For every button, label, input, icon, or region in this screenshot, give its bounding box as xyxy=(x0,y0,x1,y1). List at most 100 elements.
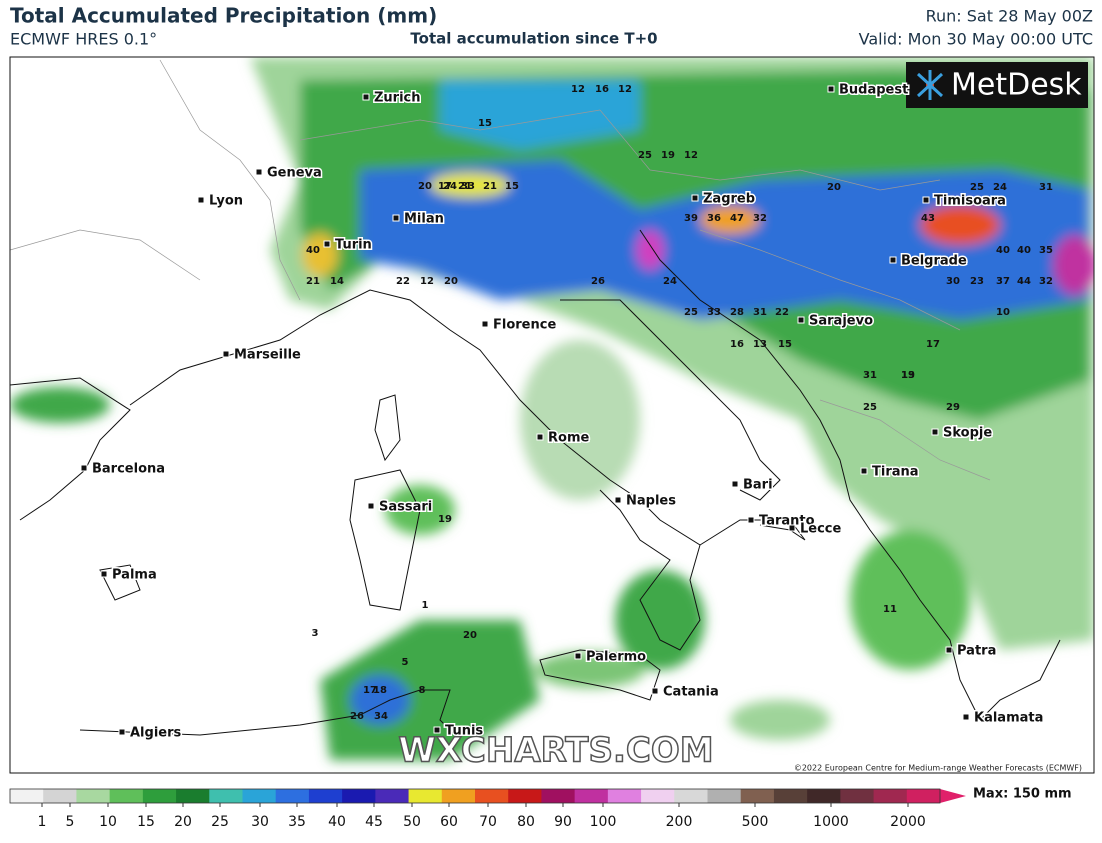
colorbar-segment xyxy=(541,789,576,803)
city-marker xyxy=(691,194,699,202)
point-value: 22 xyxy=(396,276,410,287)
city-marker xyxy=(797,316,805,324)
colorbar-segment xyxy=(242,789,277,803)
colorbar-tick-label: 25 xyxy=(211,814,229,830)
colorbar-tick-label: 1 xyxy=(38,814,47,830)
brand-logo xyxy=(916,70,944,100)
point-value: 13 xyxy=(753,339,767,350)
city-name: Catania xyxy=(663,685,719,700)
point-value: 19 xyxy=(661,150,675,161)
colorbar-segment xyxy=(342,789,376,803)
map-title: Total Accumulated Precipitation (mm) xyxy=(10,4,437,28)
point-value: 3 xyxy=(312,628,319,639)
city-name: Geneva xyxy=(267,166,322,181)
city-marker xyxy=(536,433,544,441)
point-value: 26 xyxy=(591,276,605,287)
colorbar-segment xyxy=(807,789,841,803)
point-value: 35 xyxy=(1039,245,1053,256)
point-value: 40 xyxy=(996,245,1010,256)
colorbar-segment xyxy=(209,789,243,803)
city-name: Patra xyxy=(957,644,996,659)
point-value: 15 xyxy=(505,181,519,192)
point-value: 12 xyxy=(618,84,632,95)
colorbar-segment xyxy=(408,789,443,803)
colorbar-segment xyxy=(275,789,310,803)
point-value: 16 xyxy=(730,339,744,350)
city-marker xyxy=(962,713,970,721)
colorbar-segment xyxy=(607,789,642,803)
colorbar-segment xyxy=(840,789,875,803)
city-marker xyxy=(574,652,582,660)
city-name: Taranto xyxy=(759,514,815,529)
colorbar-tick-label: 100 xyxy=(590,814,617,830)
city-marker xyxy=(80,464,88,472)
city-name: Belgrade xyxy=(901,254,967,269)
city-name: Timisoara xyxy=(934,194,1006,209)
colorbar-tick-label: 200 xyxy=(666,814,693,830)
brand-box xyxy=(906,62,1088,108)
colorbar-segment xyxy=(176,789,210,803)
colorbar-tick-label: 500 xyxy=(742,814,769,830)
colorbar-segment xyxy=(574,789,609,803)
point-value: 20 xyxy=(418,181,432,192)
point-value: 40 xyxy=(306,245,320,256)
point-value: 20 xyxy=(463,630,477,641)
city-name: Algiers xyxy=(130,726,182,741)
point-value: 15 xyxy=(778,339,792,350)
colorbar-segment xyxy=(109,789,144,803)
point-value: 36 xyxy=(707,213,721,224)
city-marker xyxy=(481,320,489,328)
colorbar-tick-label: 10 xyxy=(99,814,117,830)
precipitation-field xyxy=(10,57,1094,760)
city-name: Palermo xyxy=(586,650,646,665)
city-marker xyxy=(118,728,126,736)
city-marker xyxy=(392,214,400,222)
point-value: 25 xyxy=(684,307,698,318)
city-name: Skopje xyxy=(943,426,992,441)
brand-name: MetDesk xyxy=(951,68,1082,103)
city-marker xyxy=(731,480,739,488)
colorbar-tick-label: 35 xyxy=(288,814,306,830)
point-value: 33 xyxy=(707,307,721,318)
city-name: Budapest xyxy=(839,83,908,98)
city-name: Tunis xyxy=(445,724,483,739)
point-value: 8 xyxy=(419,685,426,696)
coastlines xyxy=(10,229,1061,741)
colorbar-tick-label: 15 xyxy=(137,814,155,830)
point-value: 31 xyxy=(863,370,877,381)
city-name: Florence xyxy=(493,318,556,333)
city-marker xyxy=(651,687,659,695)
point-value: 20 xyxy=(827,182,841,193)
city-name: Milan xyxy=(404,212,444,227)
city-name: Zagreb xyxy=(703,192,755,207)
colorbar-tick-label: 5 xyxy=(66,814,75,830)
point-value: 37 xyxy=(996,276,1010,287)
city-marker xyxy=(323,240,331,248)
colorbar-tick-label: 20 xyxy=(174,814,192,830)
city-marker xyxy=(433,726,441,734)
point-value: 24 xyxy=(443,181,457,192)
colorbar-arrow xyxy=(940,789,966,803)
point-value: 17 xyxy=(438,181,452,192)
city-marker xyxy=(222,350,230,358)
point-value: 30 xyxy=(946,276,960,287)
point-value: 23 xyxy=(970,276,984,287)
valid-time: Valid: Mon 30 May 00:00 UTC xyxy=(859,30,1093,49)
city-marker xyxy=(827,85,835,93)
point-value: 28 xyxy=(730,307,744,318)
city-labels: Zurich Budapest Geneva Lyon Zagreb Timisoara M… xyxy=(80,81,1045,742)
point-value: 32 xyxy=(1039,276,1053,287)
city-marker xyxy=(922,196,930,204)
point-value: 29 xyxy=(946,402,960,413)
model-name: ECMWF HRES 0.1° xyxy=(10,30,157,49)
colorbar-segment xyxy=(441,789,476,803)
colorbar-tick-label: 2000 xyxy=(890,814,926,830)
colorbar-tick-label: 60 xyxy=(440,814,458,830)
colorbar-segment xyxy=(641,789,675,803)
point-value: 10 xyxy=(996,307,1010,318)
point-value: 39 xyxy=(684,213,698,224)
colorbar-tick-label: 45 xyxy=(365,814,383,830)
